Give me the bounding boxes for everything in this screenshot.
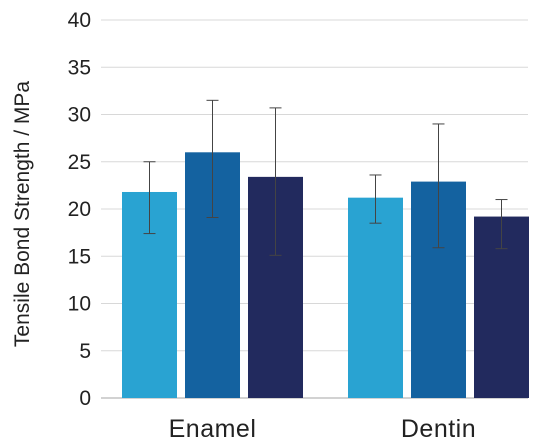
error-bars bbox=[143, 99, 508, 256]
y-tick-label: 20 bbox=[68, 198, 91, 221]
y-tick-label: 10 bbox=[68, 293, 91, 316]
x-category-label: Enamel bbox=[169, 415, 257, 443]
y-tick-label: 40 bbox=[68, 9, 91, 32]
y-tick-label: 30 bbox=[68, 104, 91, 127]
y-tick-label: 5 bbox=[79, 340, 91, 363]
y-tick-label: 15 bbox=[68, 245, 91, 268]
y-tick-label: 35 bbox=[68, 56, 91, 79]
y-tick-label: 25 bbox=[68, 151, 91, 174]
y-tick-label: 0 bbox=[79, 387, 91, 410]
axes: 0 5 10 15 20 25 30 35 40 Enamel Dentin bbox=[68, 9, 476, 443]
x-category-label: Dentin bbox=[401, 415, 476, 443]
bar-dentin-1 bbox=[348, 197, 403, 398]
bars bbox=[122, 152, 529, 398]
y-axis-title: Tensile Bond Strength / MPa bbox=[11, 81, 34, 347]
